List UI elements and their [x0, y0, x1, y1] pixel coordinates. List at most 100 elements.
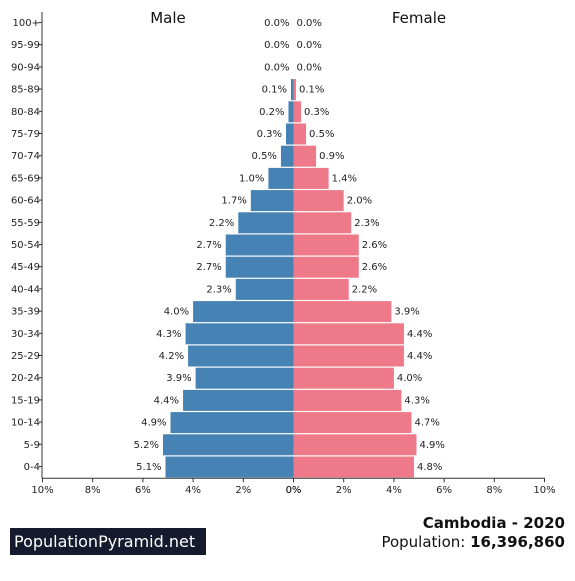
age-group-label: 20-24: [11, 373, 40, 384]
female-value-label: 4.3%: [404, 395, 429, 406]
age-group-label: 5-9: [24, 440, 40, 451]
male-bar: [170, 412, 294, 434]
female-value-label: 4.9%: [419, 440, 444, 451]
female-value-label: 2.0%: [347, 196, 372, 207]
female-bar: [293, 256, 359, 278]
male-value-label: 2.3%: [206, 284, 231, 295]
female-value-label: 0.3%: [304, 107, 329, 118]
x-tick-label-right: 4%: [386, 485, 402, 496]
female-value-label: 1.4%: [332, 173, 357, 184]
age-group-label: 35-39: [11, 307, 40, 318]
x-tick-label-right: 6%: [436, 485, 452, 496]
male-value-label: 4.2%: [159, 351, 184, 362]
age-group-label: 15-19: [11, 395, 40, 406]
population-line: Population: 16,396,860: [381, 533, 565, 551]
male-value-label: 1.0%: [239, 173, 264, 184]
female-value-label: 4.0%: [397, 373, 422, 384]
female-value-label: 2.3%: [354, 218, 379, 229]
age-group-label: 85-89: [11, 85, 40, 96]
age-group-label: 10-14: [11, 418, 40, 429]
male-bar: [285, 123, 294, 145]
x-tick-label-right: 2%: [336, 485, 352, 496]
age-group-label: 75-79: [11, 129, 40, 140]
female-bar: [293, 367, 394, 389]
population-label: Population:: [381, 533, 471, 551]
female-bar: [293, 212, 352, 234]
population-value: 16,396,860: [470, 533, 565, 551]
female-bar: [293, 190, 344, 212]
female-value-label: 4.4%: [407, 351, 432, 362]
male-bar: [225, 234, 294, 256]
female-bar: [293, 145, 317, 167]
x-tick-label-right: 0%: [286, 485, 302, 496]
female-bar: [293, 345, 404, 367]
x-tick-label-left: 0%: [286, 485, 302, 496]
female-series-title: Female: [392, 9, 446, 27]
female-value-label: 2.6%: [362, 240, 387, 251]
x-tick-label-left: 6%: [135, 485, 151, 496]
male-value-label: 2.7%: [196, 262, 221, 273]
male-value-label: 4.0%: [164, 307, 189, 318]
female-bar: [293, 323, 404, 345]
age-group-label: 60-64: [11, 196, 40, 207]
x-tick-label-right: 8%: [486, 485, 502, 496]
male-bar: [162, 434, 294, 456]
age-group-label: 95-99: [11, 40, 40, 51]
age-group-label: 100+: [13, 18, 40, 29]
male-bar: [183, 389, 294, 411]
female-bar: [293, 79, 297, 101]
country-year-title: Cambodia - 2020: [422, 514, 565, 532]
male-bar: [195, 367, 294, 389]
female-value-label: 4.7%: [414, 418, 439, 429]
male-bar: [280, 145, 294, 167]
male-value-label: 0.0%: [264, 40, 289, 51]
male-bar: [250, 190, 294, 212]
brand-logo[interactable]: PopulationPyramid.net: [10, 528, 206, 555]
male-value-label: 0.1%: [262, 85, 287, 96]
male-value-label: 0.2%: [259, 107, 284, 118]
x-tick-label-left: 4%: [185, 485, 201, 496]
female-value-label: 2.6%: [362, 262, 387, 273]
female-bar: [293, 101, 302, 123]
female-value-label: 0.0%: [297, 62, 322, 73]
female-value-label: 2.2%: [352, 284, 377, 295]
male-value-label: 2.2%: [209, 218, 234, 229]
female-bar: [293, 301, 392, 323]
population-pyramid-chart: Male Female 100+ 0.0% 0.0% 95-99 0.0% 0.0% 90-94…: [11, 9, 556, 496]
female-value-label: 3.9%: [394, 307, 419, 318]
female-value-label: 4.8%: [417, 462, 442, 473]
female-value-label: 0.1%: [299, 85, 324, 96]
male-bar: [225, 256, 294, 278]
male-value-label: 2.7%: [196, 240, 221, 251]
male-bar: [288, 101, 294, 123]
male-value-label: 5.2%: [134, 440, 159, 451]
age-group-label: 55-59: [11, 218, 40, 229]
male-value-label: 4.3%: [156, 329, 181, 340]
female-value-label: 0.0%: [297, 40, 322, 51]
male-value-label: 4.4%: [154, 395, 179, 406]
female-bar: [293, 234, 359, 256]
male-value-label: 4.9%: [141, 418, 166, 429]
age-group-label: 90-94: [11, 62, 40, 73]
male-value-label: 0.0%: [264, 18, 289, 29]
age-group-label: 65-69: [11, 173, 40, 184]
female-bar: [293, 434, 417, 456]
female-value-label: 4.4%: [407, 329, 432, 340]
age-group-label: 25-29: [11, 351, 40, 362]
male-value-label: 0.5%: [252, 151, 277, 162]
male-series-title: Male: [150, 9, 186, 27]
x-tick-label-right: 10%: [533, 485, 555, 496]
age-group-label: 0-4: [24, 462, 40, 473]
male-bar: [290, 79, 294, 101]
female-bar: [293, 123, 307, 145]
male-value-label: 0.0%: [264, 62, 289, 73]
female-value-label: 0.9%: [319, 151, 344, 162]
age-group-label: 50-54: [11, 240, 40, 251]
female-bar: [293, 278, 349, 300]
x-tick-label-left: 2%: [235, 485, 251, 496]
age-group-label: 70-74: [11, 151, 40, 162]
male-bar: [238, 212, 294, 234]
male-bar: [185, 323, 294, 345]
x-tick-label-left: 8%: [85, 485, 101, 496]
male-bar: [165, 456, 294, 478]
